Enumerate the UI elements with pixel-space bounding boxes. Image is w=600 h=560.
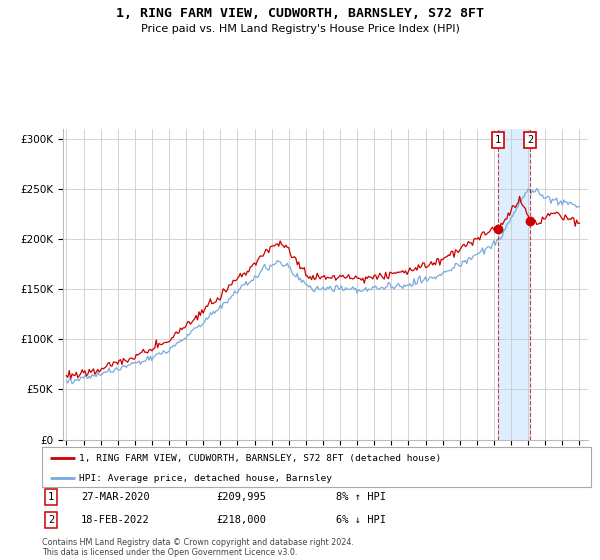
Text: 1, RING FARM VIEW, CUDWORTH, BARNSLEY, S72 8FT (detached house): 1, RING FARM VIEW, CUDWORTH, BARNSLEY, S… <box>79 454 442 463</box>
Text: Contains HM Land Registry data © Crown copyright and database right 2024.
This d: Contains HM Land Registry data © Crown c… <box>42 538 354 557</box>
Text: £209,995: £209,995 <box>216 492 266 502</box>
Text: £218,000: £218,000 <box>216 515 266 525</box>
Text: 8% ↑ HPI: 8% ↑ HPI <box>336 492 386 502</box>
Text: 6% ↓ HPI: 6% ↓ HPI <box>336 515 386 525</box>
Text: 1, RING FARM VIEW, CUDWORTH, BARNSLEY, S72 8FT: 1, RING FARM VIEW, CUDWORTH, BARNSLEY, S… <box>116 7 484 20</box>
Text: HPI: Average price, detached house, Barnsley: HPI: Average price, detached house, Barn… <box>79 474 332 483</box>
Text: 2: 2 <box>48 515 54 525</box>
Text: 1: 1 <box>48 492 54 502</box>
Text: 18-FEB-2022: 18-FEB-2022 <box>81 515 150 525</box>
Bar <box>498 129 530 440</box>
Text: Price paid vs. HM Land Registry's House Price Index (HPI): Price paid vs. HM Land Registry's House … <box>140 24 460 34</box>
Text: 1: 1 <box>495 134 501 144</box>
Text: 2: 2 <box>527 134 533 144</box>
Text: 27-MAR-2020: 27-MAR-2020 <box>81 492 150 502</box>
